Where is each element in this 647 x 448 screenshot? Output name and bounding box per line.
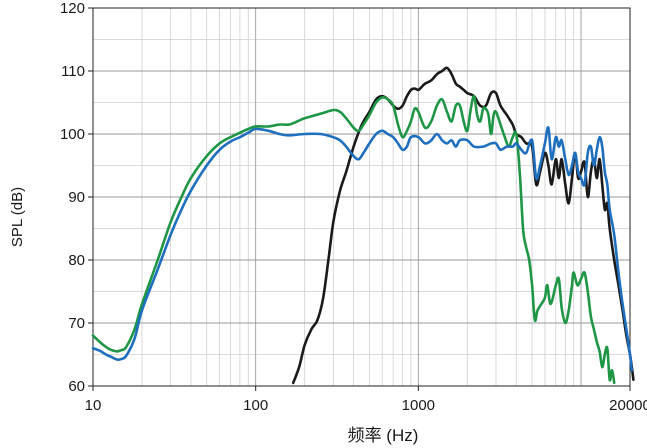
x-axis-label: 频率 (Hz) — [348, 426, 419, 445]
x-tick-label: 100 — [243, 397, 268, 414]
y-tick-label: 110 — [61, 63, 85, 80]
y-tick-label: 90 — [68, 189, 85, 206]
y-tick-label: 60 — [68, 378, 85, 395]
y-tick-labels: 60 70 80 90 100 110 120 — [60, 0, 85, 395]
series-layer — [91, 66, 635, 385]
y-tick-label: 70 — [68, 315, 85, 332]
series-line-3 — [91, 126, 633, 372]
y-axis-label: SPL (dB) — [9, 187, 26, 247]
x-tick-label: 20000 — [609, 397, 647, 414]
x-tick-labels: 10 100 1000 20000 — [85, 397, 647, 414]
series-line-2 — [91, 94, 616, 385]
plot-frame — [92, 7, 631, 387]
x-tick-label: 10 — [85, 397, 102, 414]
y-tick-label: 100 — [60, 126, 85, 143]
x-tick-label: 1000 — [402, 397, 435, 414]
y-tick-label: 80 — [68, 252, 85, 269]
y-tick-label: 120 — [60, 0, 85, 17]
